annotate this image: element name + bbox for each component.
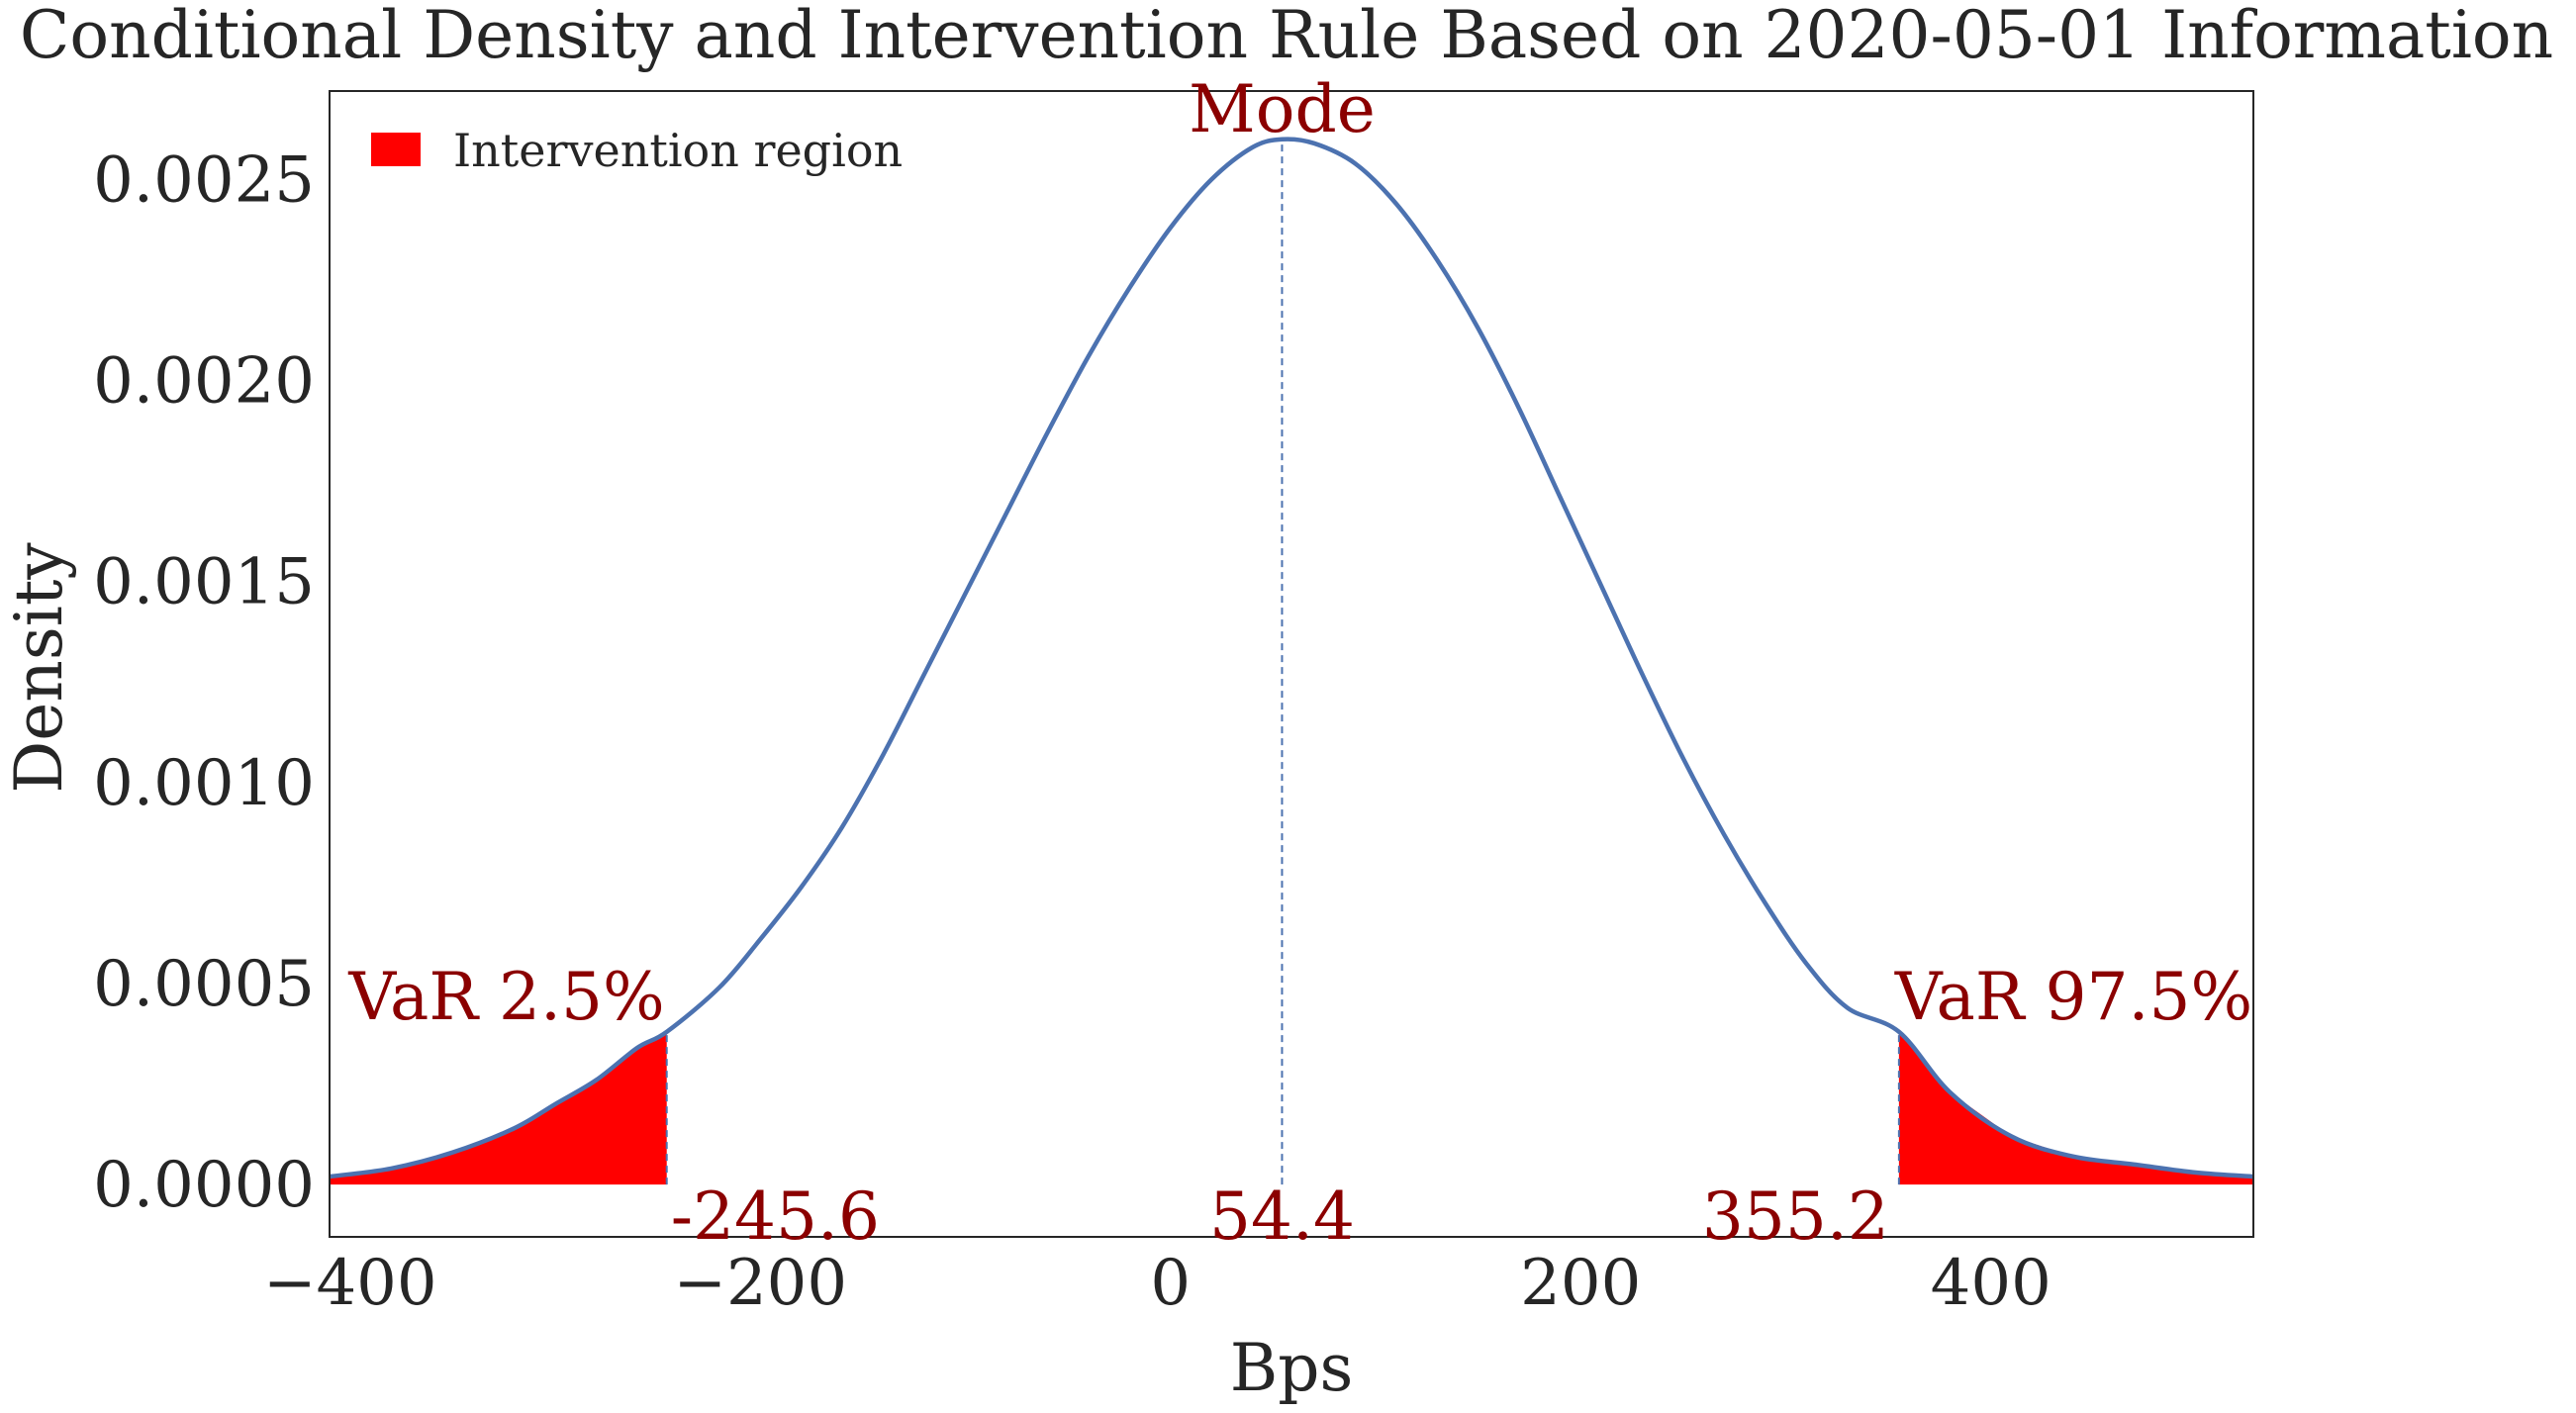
y-tick-label: 0.0000: [93, 1149, 315, 1222]
y-tick-label: 0.0015: [93, 546, 315, 619]
y-tick-label: 0.0010: [93, 747, 315, 820]
plot-area: −400 −200 0 200 400 0.0000 0.0005 0.0010 0.0015 0…: [93, 71, 2254, 1320]
x-axis-label: Bps: [1230, 1330, 1354, 1406]
y-tick-label: 0.0020: [93, 345, 315, 419]
var-97-5-value: 355.2: [1702, 1178, 1889, 1255]
x-tick-label: −200: [673, 1247, 847, 1320]
density-curve: [329, 137, 2254, 1179]
y-tick-label: 0.0025: [93, 143, 315, 217]
right-intervention-fill: [1898, 1031, 2253, 1185]
mode-value: 54.4: [1209, 1178, 1355, 1255]
var-2-5-annotation: VaR 2.5%: [347, 959, 664, 1035]
chart-title: Conditional Density and Intervention Rul…: [20, 0, 2553, 73]
y-tick-label: 0.0005: [93, 948, 315, 1021]
legend-swatch: [371, 133, 421, 166]
var-97-5-annotation: VaR 97.5%: [1894, 959, 2252, 1035]
mode-annotation: Mode: [1189, 71, 1376, 147]
left-intervention-fill: [330, 1031, 667, 1185]
x-tick-label: 0: [1150, 1247, 1191, 1320]
x-tick-label: 400: [1931, 1247, 2051, 1320]
var-2-5-value: -245.6: [671, 1178, 880, 1255]
legend-label: Intervention region: [453, 124, 903, 177]
plot-frame: [329, 90, 2254, 1238]
y-axis-label: Density: [1, 542, 77, 794]
x-tick-label: 200: [1520, 1247, 1641, 1320]
x-tick-label: −400: [263, 1247, 437, 1320]
